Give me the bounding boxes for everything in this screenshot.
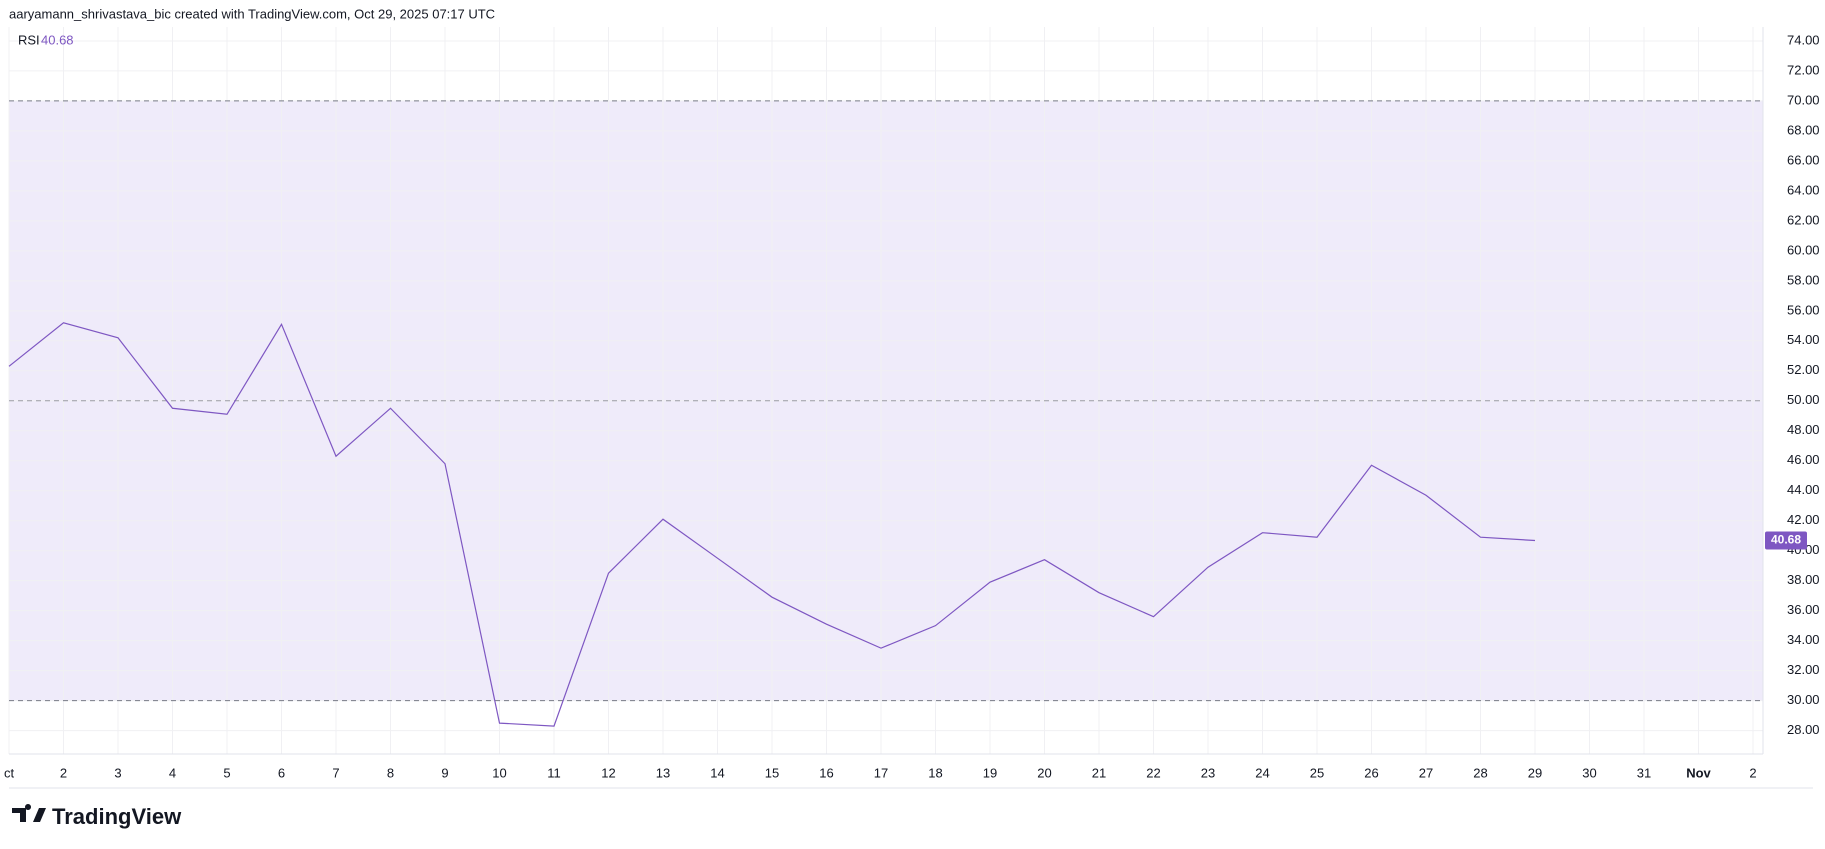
price-tag-label: 40.68 (1771, 533, 1801, 547)
logo-icon (12, 804, 46, 822)
y-tick-label: 44.00 (1787, 482, 1820, 497)
legend-value: 40.68 (41, 32, 74, 47)
x-tick-label: 21 (1092, 765, 1106, 780)
y-tick-label: 54.00 (1787, 332, 1820, 347)
y-tick-label: 56.00 (1787, 302, 1820, 317)
x-tick-label: 25 (1310, 765, 1324, 780)
y-tick-label: 30.00 (1787, 692, 1820, 707)
y-tick-label: 68.00 (1787, 122, 1820, 137)
line-series (8, 322, 1536, 727)
x-tick-label: 31 (1637, 765, 1651, 780)
x-tick-label: 28 (1473, 765, 1487, 780)
x-tick-label: 2 (1749, 765, 1756, 780)
x-tick-label: 17 (874, 765, 888, 780)
x-tick-label: 12 (601, 765, 615, 780)
y-tick-label: 36.00 (1787, 602, 1820, 617)
x-tick-label: 18 (928, 765, 942, 780)
x-tick-label: 30 (1582, 765, 1596, 780)
x-tick-label: 20 (1037, 765, 1051, 780)
x-tick-label: 3 (114, 765, 121, 780)
y-tick-label: 46.00 (1787, 452, 1820, 467)
y-tick-label: 66.00 (1787, 152, 1820, 167)
price-tag (1765, 531, 1807, 550)
y-tick-label: 72.00 (1787, 62, 1820, 77)
x-tick-label: 13 (656, 765, 670, 780)
logo: TradingView (12, 804, 182, 829)
y-tick-label: 28.00 (1787, 722, 1820, 737)
x-tick-label: 10 (492, 765, 506, 780)
y-tick-label: 42.00 (1787, 512, 1820, 527)
x-tick-label: ct (4, 765, 15, 780)
legend-name: RSI (18, 32, 40, 47)
y-tick-label: 74.00 (1787, 32, 1820, 47)
x-tick-label: 22 (1146, 765, 1160, 780)
y-tick-label: 60.00 (1787, 242, 1820, 257)
x-tick-label: 19 (983, 765, 997, 780)
y-tick-label: 62.00 (1787, 212, 1820, 227)
x-tick-label: 16 (819, 765, 833, 780)
x-tick-label: 23 (1201, 765, 1215, 780)
x-tick-label: 4 (169, 765, 176, 780)
y-tick-label: 34.00 (1787, 632, 1820, 647)
x-tick-label: 27 (1419, 765, 1433, 780)
y-tick-label: 58.00 (1787, 272, 1820, 287)
y-tick-label: 52.00 (1787, 362, 1820, 377)
x-tick-label: 11 (547, 765, 561, 780)
x-tick-label: 6 (278, 765, 285, 780)
logo-text: TradingView (52, 804, 182, 829)
attribution: aaryamann_shrivastava_bic created with T… (9, 6, 495, 21)
y-tick-label: 32.00 (1787, 662, 1820, 677)
x-tick-label: 24 (1255, 765, 1269, 780)
x-tick-label: 15 (765, 765, 779, 780)
x-tick-label: 7 (332, 765, 339, 780)
x-tick-label: 8 (387, 765, 394, 780)
x-tick-label: Nov (1686, 765, 1711, 780)
x-tick-label: 2 (60, 765, 67, 780)
x-tick-label: 5 (223, 765, 230, 780)
x-tick-label: 29 (1528, 765, 1542, 780)
x-tick-label: 14 (710, 765, 724, 780)
y-tick-label: 38.00 (1787, 572, 1820, 587)
x-tick-label: 26 (1364, 765, 1378, 780)
x-tick-label: 9 (441, 765, 448, 780)
y-tick-label: 50.00 (1787, 392, 1820, 407)
y-tick-label: 64.00 (1787, 182, 1820, 197)
y-tick-label: 48.00 (1787, 422, 1820, 437)
y-tick-label: 70.00 (1787, 92, 1820, 107)
